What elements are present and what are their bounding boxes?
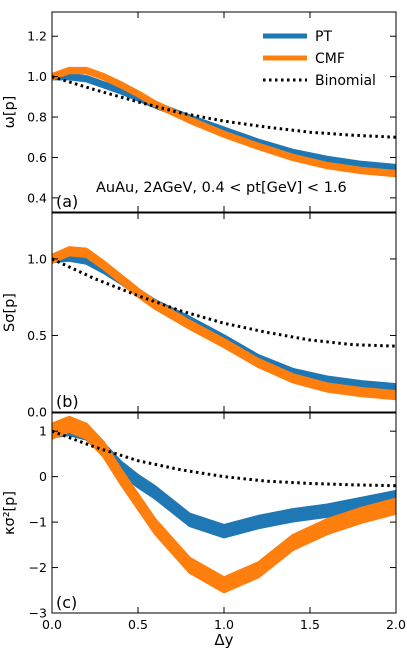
panels: 0.4 0.6 0.8 1.0 1.2 (a) ω[p] 0.0 0.5 1.0 (b) Sσ[p] −… — [2, 11, 406, 632]
y-tick-label: 0.6 — [27, 150, 47, 165]
y-tick-label: 0.8 — [27, 110, 47, 125]
y-tick-label: 1 — [39, 424, 47, 439]
legend-label-binomial: Binomial — [315, 73, 376, 89]
y-axis-label: κσ²[p] — [2, 491, 18, 535]
panel-1: 0.4 0.6 0.8 1.0 1.2 (a) ω[p] — [2, 11, 397, 213]
legend: PT CMF Binomial — [263, 29, 376, 89]
y-tick-label: 0.5 — [27, 328, 47, 343]
panel-data — [52, 246, 396, 401]
x-tick-label: 2.0 — [386, 617, 406, 632]
panel-tag: (c) — [56, 593, 77, 612]
y-axis-label: ω[p] — [2, 96, 18, 129]
x-tick-label: 0.0 — [42, 617, 62, 632]
legend-label-cmf: CMF — [315, 51, 345, 67]
y-tick-label: −1 — [29, 515, 47, 530]
x-tick-label: 0.5 — [128, 617, 148, 632]
y-tick-label: 1.0 — [27, 69, 47, 84]
series-line-binomial — [52, 257, 396, 348]
y-tick-label: 1.2 — [27, 29, 47, 44]
panel-2: 0.0 0.5 1.0 (b) Sσ[p] — [2, 212, 397, 420]
panel-tag: (b) — [56, 392, 79, 411]
series-band-pt — [52, 253, 396, 392]
x-tick-label: 1.5 — [300, 617, 320, 632]
y-tick-label: −3 — [29, 606, 47, 621]
series-band-cmf — [52, 415, 396, 594]
y-tick-label: 1.0 — [27, 251, 47, 266]
y-tick-label: 0.4 — [27, 190, 47, 205]
x-tick-labels: 0.0 0.5 1.0 1.5 2.0 — [42, 617, 406, 632]
y-axis-label: Sσ[p] — [2, 293, 18, 332]
series-band-cmf — [52, 246, 396, 401]
panel-data — [52, 415, 396, 594]
y-tick-label: 0 — [39, 469, 47, 484]
legend-label-pt: PT — [315, 29, 332, 45]
y-tick-label: 0.0 — [27, 405, 47, 420]
panel-tag: (a) — [56, 192, 78, 211]
x-axis-label: Δy — [214, 631, 233, 649]
chart-annotation: AuAu, 2AGeV, 0.4 < pt[GeV] < 1.6 — [96, 180, 347, 196]
x-tick-label: 1.0 — [214, 617, 234, 632]
series-band-cmf — [52, 66, 396, 178]
y-tick-label: −2 — [29, 560, 47, 575]
panel-3: −3 −2 −1 0 1 (c) κσ²[p] — [2, 412, 397, 621]
series-line-binomial — [52, 429, 396, 488]
panel-data — [52, 66, 396, 178]
